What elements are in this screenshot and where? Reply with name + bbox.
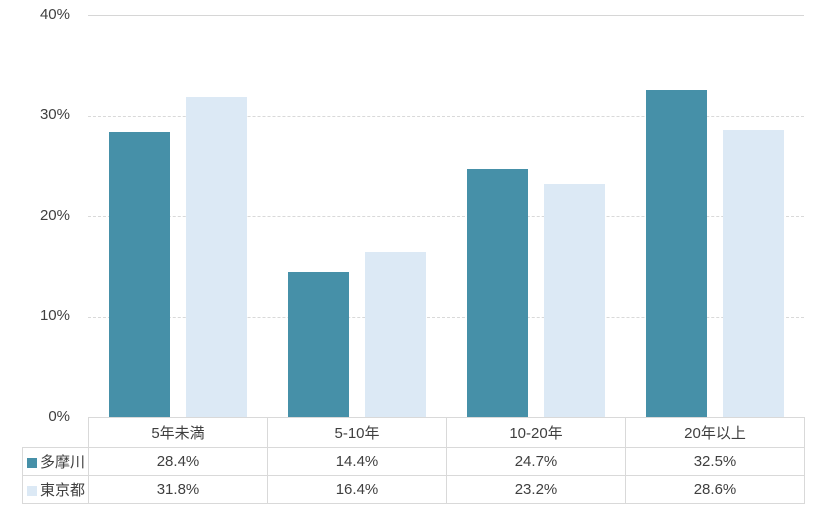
- bar-series1-cat2: [287, 272, 349, 417]
- bar-series1-cat4: [645, 90, 707, 417]
- table-row: 多摩川 28.4% 14.4% 24.7% 32.5%: [22, 447, 805, 476]
- table-row: 東京都 31.8% 16.4% 23.2% 28.6%: [22, 475, 805, 504]
- y-axis-tick-label: 40%: [39, 6, 70, 23]
- gridline-20: [88, 216, 804, 217]
- value-cell: 24.7%: [446, 447, 626, 476]
- bar-series1-cat3: [466, 168, 528, 417]
- bar-series1-cat1: [108, 131, 170, 417]
- y-axis-tick-label: 10%: [39, 307, 70, 324]
- category-header-cell: 20年以上: [625, 417, 805, 448]
- table-corner-cell: [23, 418, 89, 448]
- value-cell: 28.4%: [88, 447, 268, 476]
- gridline-30: [88, 115, 804, 117]
- series2-legend-swatch-icon: [27, 486, 37, 496]
- category-header-cell: 5年未満: [88, 417, 268, 448]
- bar-series2-cat1: [185, 97, 247, 417]
- value-cell: 14.4%: [267, 447, 447, 476]
- bar-series2-cat2: [364, 252, 426, 417]
- y-axis-tick-label: 30%: [39, 106, 70, 123]
- category-header-cell: 5-10年: [267, 417, 447, 448]
- category-header-cell: 10-20年: [446, 417, 626, 448]
- value-cell: 32.5%: [625, 447, 805, 476]
- legend-cell: 東京都: [22, 475, 89, 504]
- value-cell: 16.4%: [267, 475, 447, 504]
- bar-series2-cat3: [543, 183, 605, 417]
- series1-legend-label: 多摩川: [40, 454, 86, 471]
- value-cell: 31.8%: [88, 475, 268, 504]
- value-cell: 28.6%: [625, 475, 805, 504]
- y-axis-tick-label: 20%: [39, 207, 70, 224]
- series1-legend-swatch-icon: [27, 458, 37, 468]
- y-axis-tick-label: 0%: [48, 408, 70, 425]
- plot-area: [88, 15, 804, 417]
- bar-series2-cat4: [722, 129, 784, 417]
- legend-cell: 多摩川: [22, 447, 89, 476]
- value-cell: 23.2%: [446, 475, 626, 504]
- gridline-10: [88, 316, 804, 318]
- series2-legend-label: 東京都: [40, 482, 86, 499]
- chart-data-table: 5年未満 5-10年 10-20年 20年以上 多摩川 28.4% 14.4% …: [22, 417, 805, 504]
- gridline-40: [88, 15, 804, 16]
- table-header-row: 5年未満 5-10年 10-20年 20年以上: [23, 417, 805, 448]
